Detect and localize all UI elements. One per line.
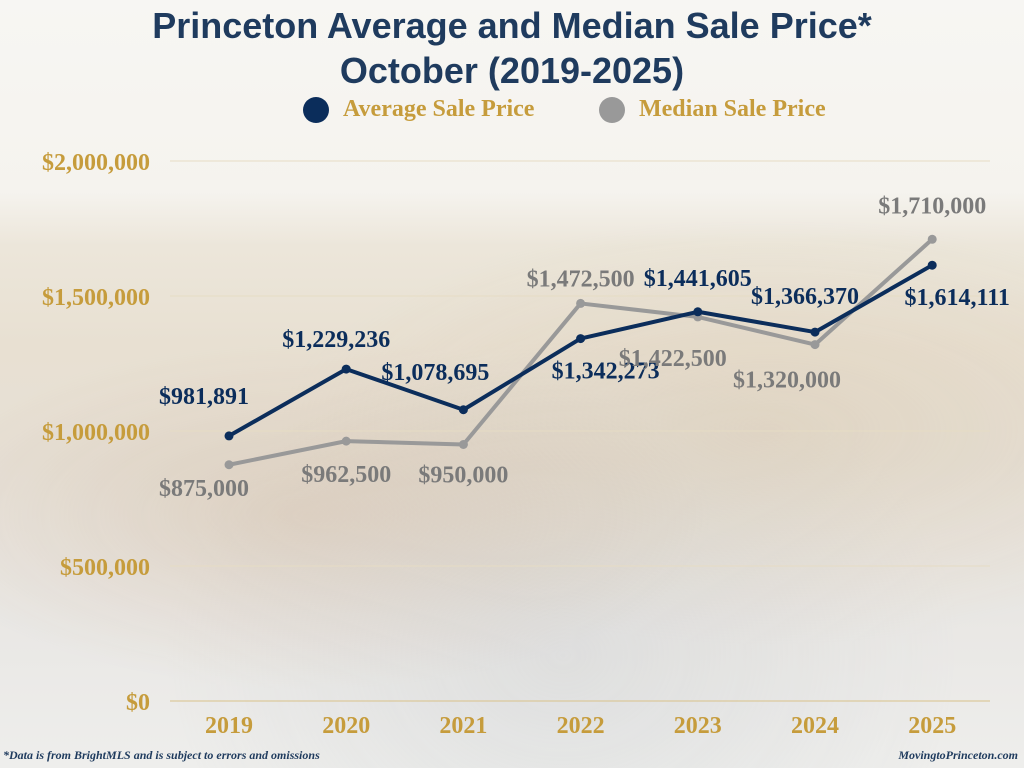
average-data-label: $1,342,273 bbox=[552, 359, 660, 385]
x-tick-label: 2020 bbox=[322, 713, 370, 739]
legend-median-label: Median Sale Price bbox=[639, 96, 826, 122]
average-point bbox=[810, 327, 820, 337]
legend-average-label: Average Sale Price bbox=[343, 96, 535, 122]
average-point bbox=[458, 405, 468, 415]
background-photo bbox=[0, 205, 1024, 768]
median-point bbox=[810, 340, 820, 350]
average-point bbox=[693, 307, 703, 317]
median-data-label: $1,422,500 bbox=[619, 346, 727, 372]
y-tick-label: $0 bbox=[126, 690, 150, 716]
y-tick-label: $500,000 bbox=[60, 555, 150, 581]
average-data-label: $981,891 bbox=[159, 384, 249, 410]
x-tick-label: 2024 bbox=[791, 713, 839, 739]
average-point bbox=[927, 260, 937, 270]
median-data-label: $950,000 bbox=[418, 463, 508, 489]
median-data-label: $962,500 bbox=[301, 462, 391, 488]
median-point bbox=[576, 298, 586, 308]
average-data-label: $1,614,111 bbox=[905, 285, 1010, 311]
y-tick-label: $1,000,000 bbox=[42, 420, 150, 446]
x-tick-label: 2025 bbox=[908, 713, 956, 739]
legend-median-marker bbox=[599, 96, 625, 123]
x-tick-label: 2023 bbox=[674, 713, 722, 739]
average-data-label: $1,441,605 bbox=[644, 266, 752, 292]
average-point bbox=[576, 334, 586, 344]
x-tick-label: 2021 bbox=[439, 713, 487, 739]
footer-note: *Data is from BrightMLS and is subject t… bbox=[3, 748, 320, 762]
median-data-label: $1,472,500 bbox=[527, 266, 635, 292]
x-tick-label: 2022 bbox=[557, 713, 605, 739]
median-data-label: $1,320,000 bbox=[733, 368, 841, 394]
legend-average: Average Sale Price bbox=[303, 96, 534, 123]
chart-title: Princeton Average and Median Sale Price* bbox=[152, 5, 872, 46]
x-tick-label: 2019 bbox=[205, 713, 253, 739]
median-point bbox=[458, 440, 468, 449]
y-tick-label: $2,000,000 bbox=[42, 150, 150, 176]
chart-subtitle: October (2019-2025) bbox=[339, 50, 685, 91]
average-point bbox=[341, 364, 351, 374]
median-point bbox=[341, 436, 351, 446]
median-data-label: $875,000 bbox=[159, 476, 249, 502]
average-point bbox=[224, 431, 234, 441]
legend: Average Sale Price Median Sale Price bbox=[0, 96, 1024, 128]
average-data-label: $1,229,236 bbox=[282, 327, 390, 353]
median-point bbox=[927, 234, 937, 244]
average-data-label: $1,078,695 bbox=[381, 360, 489, 386]
y-tick-label: $1,500,000 bbox=[42, 285, 150, 311]
footer-site[interactable]: MovingtoPrinceton.com bbox=[898, 748, 1018, 762]
average-data-label: $1,366,370 bbox=[751, 284, 859, 310]
median-data-label: $1,710,000 bbox=[878, 193, 986, 219]
median-point bbox=[224, 460, 234, 470]
legend-median: Median Sale Price bbox=[599, 96, 826, 123]
legend-average-marker bbox=[303, 96, 329, 123]
